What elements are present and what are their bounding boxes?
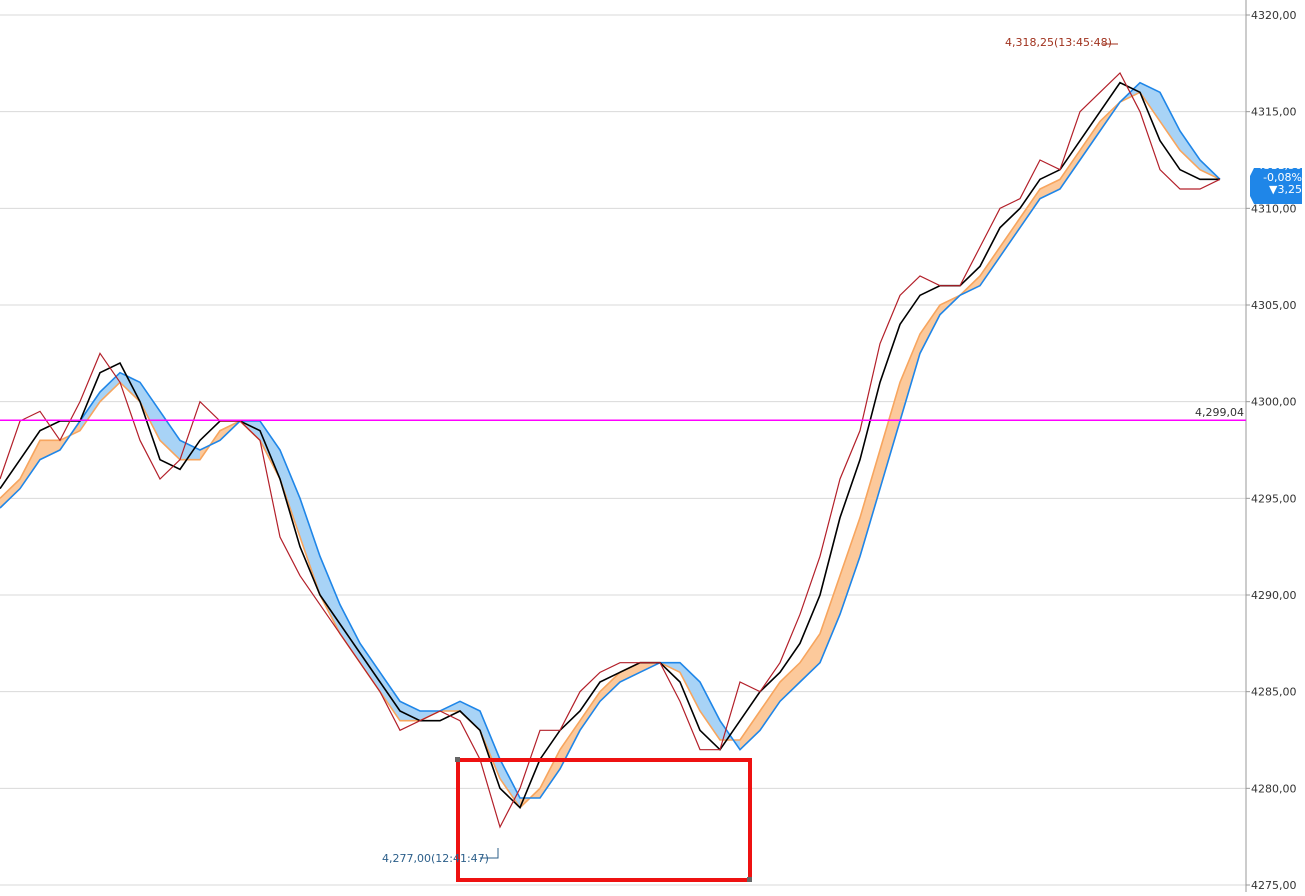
cloud-fill <box>1020 189 1040 228</box>
cloud-fill <box>840 517 860 615</box>
min-annotation: 4,277,00(12:41:47) <box>382 852 489 865</box>
y-tick-label: 4320,00 <box>1251 9 1297 22</box>
cloud-fill <box>1040 179 1060 199</box>
y-tick-label: 4315,00 <box>1251 106 1297 119</box>
cloud-fill <box>1140 82 1160 122</box>
cloud-fill <box>900 334 920 421</box>
cloud-fill <box>1060 150 1080 189</box>
cloud-fill <box>260 421 280 479</box>
cloud-fill <box>560 720 580 769</box>
price-tag-pct: -0,08% <box>1263 171 1302 184</box>
y-tick-label: 4305,00 <box>1251 299 1297 312</box>
cloud-fill <box>1180 131 1200 170</box>
price-tag-last: 4311,50 <box>1257 159 1303 172</box>
cloud-fill <box>1080 121 1100 160</box>
cloud-fill <box>740 711 760 750</box>
cloud-fill <box>120 372 140 402</box>
cloud-fill <box>880 382 900 489</box>
cloud-fill <box>140 382 160 441</box>
cloud-fill <box>320 556 340 634</box>
cloud-line <box>0 81 1221 799</box>
handle <box>455 757 460 762</box>
cloud-fill <box>100 372 120 402</box>
reference-label: 4,299,04 <box>1195 406 1244 419</box>
cloud-fill <box>780 662 800 702</box>
price-line <box>0 81 1220 810</box>
cloud-fill <box>1160 92 1180 151</box>
cloud-fill <box>20 440 40 489</box>
cloud-line <box>0 91 1221 809</box>
annotation-arrow <box>480 848 499 859</box>
cloud-fill <box>300 498 320 595</box>
y-tick-label: 4275,00 <box>1251 879 1297 892</box>
y-tick-label: 4295,00 <box>1251 492 1297 505</box>
cloud-fill <box>160 411 180 460</box>
cloud-fill <box>620 662 640 682</box>
cloud-fill <box>600 672 620 702</box>
cloud-fill <box>0 479 20 508</box>
plot-area <box>0 14 1246 886</box>
cloud-fill <box>920 305 940 354</box>
price-line <box>0 72 1221 829</box>
price-tag-box <box>1250 168 1302 204</box>
y-tick-label: 4300,00 <box>1251 396 1297 409</box>
cloud-fill <box>800 633 820 682</box>
cloud-fill <box>460 701 480 731</box>
cloud-fill <box>680 662 700 711</box>
max-annotation: 4,318,25(13:45:48) <box>1005 36 1112 49</box>
y-tick-label: 4280,00 <box>1251 782 1297 795</box>
cloud-fill <box>400 701 420 721</box>
y-tick-label: 4310,00 <box>1251 202 1297 215</box>
cloud-fill <box>80 392 100 431</box>
price-tag-change: ▼3,25 <box>1269 183 1302 196</box>
cloud-fill <box>580 691 600 731</box>
y-tick-label: 4285,00 <box>1251 686 1297 699</box>
cloud-fill <box>40 440 60 460</box>
cloud-fill <box>500 759 520 808</box>
cloud-fill <box>980 247 1000 286</box>
cloud-fill <box>340 604 360 663</box>
cloud-fill <box>1000 218 1020 257</box>
handle <box>747 877 752 882</box>
cloud-fill <box>700 682 720 740</box>
highlight-box <box>456 758 752 882</box>
cloud-fill <box>820 575 840 663</box>
cloud-fill <box>280 450 300 537</box>
cloud-fill <box>760 682 780 731</box>
y-tick-label: 4290,00 <box>1251 589 1297 602</box>
cloud-fill <box>860 450 880 557</box>
